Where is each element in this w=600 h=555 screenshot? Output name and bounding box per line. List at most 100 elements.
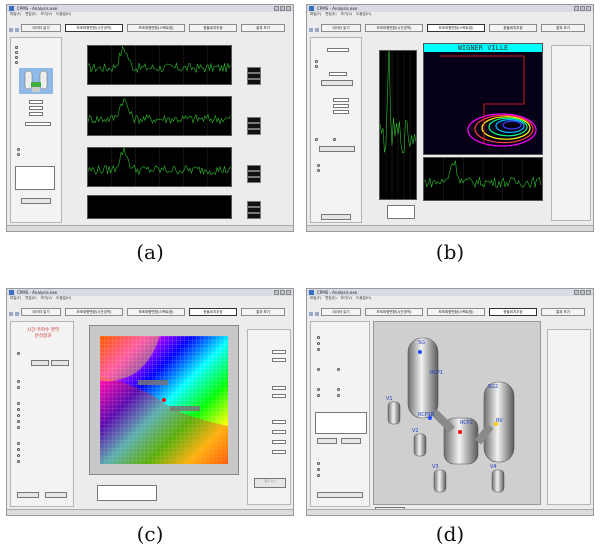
input-field[interactable] — [333, 110, 349, 114]
option-button[interactable] — [321, 80, 353, 86]
open-icon[interactable] — [315, 28, 319, 32]
close-icon[interactable] — [286, 290, 291, 295]
menu-help[interactable]: 도움말(H) — [356, 12, 372, 16]
tab-impact-location[interactable]: 충돌위치추정 — [189, 308, 237, 316]
radio-option[interactable] — [17, 402, 20, 405]
radio-option[interactable] — [337, 368, 340, 371]
radio-option[interactable] — [17, 408, 20, 411]
scale-control[interactable] — [97, 485, 157, 501]
radio-option[interactable] — [317, 462, 320, 465]
radio-option[interactable] — [15, 61, 18, 64]
input-field[interactable] — [29, 112, 43, 116]
input-field[interactable] — [333, 104, 349, 108]
radio-option[interactable] — [17, 380, 20, 383]
tab-waveform-spectrum[interactable]: 보조파형변환(스펙트럼) — [427, 308, 485, 316]
tab-waveform-time[interactable]: 보조파형변환(시간영역) — [65, 24, 123, 32]
radio-option[interactable] — [317, 164, 320, 167]
radio-option[interactable] — [17, 442, 20, 445]
apply-button[interactable] — [21, 198, 51, 204]
minimize-icon[interactable] — [574, 290, 579, 295]
open-icon[interactable] — [15, 312, 19, 316]
menu-file[interactable]: 파일(F) — [10, 12, 22, 16]
input-field[interactable] — [272, 450, 286, 454]
minimize-icon[interactable] — [574, 6, 579, 11]
option-button[interactable] — [317, 438, 337, 444]
menu-file[interactable]: 파일(F) — [310, 12, 322, 16]
maximize-icon[interactable] — [580, 290, 585, 295]
slider-track[interactable] — [25, 122, 51, 126]
menu-help[interactable]: 도움말(H) — [56, 12, 72, 16]
radio-option[interactable] — [17, 448, 20, 451]
radio-option[interactable] — [337, 388, 340, 391]
menu-edit[interactable]: 편집(E) — [25, 12, 37, 16]
radio-option[interactable] — [17, 352, 20, 355]
open-icon[interactable] — [15, 28, 19, 32]
tab-impact-location[interactable]: 충돌위치추정 — [489, 308, 537, 316]
menu-help[interactable]: 도움말(H) — [56, 296, 72, 300]
menu-view[interactable]: 보기(V) — [40, 12, 53, 16]
new-icon[interactable] — [309, 28, 313, 32]
radio-option[interactable] — [15, 51, 18, 54]
input-field[interactable] — [272, 350, 286, 354]
radio-option[interactable] — [17, 426, 20, 429]
menu-view[interactable]: 보기(V) — [340, 296, 353, 300]
maximize-icon[interactable] — [280, 6, 285, 11]
tab-data-read[interactable]: 데이터 읽기 — [321, 24, 361, 32]
radio-option[interactable] — [17, 386, 20, 389]
input-field[interactable] — [272, 358, 286, 362]
tab-results[interactable]: 결과 보기 — [241, 308, 285, 316]
checkbox-group[interactable] — [315, 412, 367, 434]
menu-edit[interactable]: 편집(E) — [25, 296, 37, 300]
tab-results[interactable]: 결과 보기 — [541, 24, 585, 32]
menu-view[interactable]: 보기(V) — [40, 296, 53, 300]
radio-option[interactable] — [337, 394, 340, 397]
input-field[interactable] — [29, 100, 43, 104]
tab-results[interactable]: 결과 보기 — [541, 308, 585, 316]
close-icon[interactable] — [286, 6, 291, 11]
menu-edit[interactable]: 편집(E) — [325, 12, 337, 16]
input-field[interactable] — [272, 386, 286, 390]
input-field[interactable] — [29, 106, 43, 110]
tab-waveform-time[interactable]: 보조파형변환(시간영역) — [365, 308, 423, 316]
input-field[interactable] — [272, 440, 286, 444]
minimize-icon[interactable] — [274, 290, 279, 295]
radio-option[interactable] — [317, 394, 320, 397]
radio-option[interactable] — [15, 46, 18, 49]
menu-help[interactable]: 도움말(H) — [356, 296, 372, 300]
input-field[interactable] — [272, 394, 286, 398]
option-button[interactable] — [51, 360, 69, 366]
new-icon[interactable] — [9, 28, 13, 32]
input-field[interactable] — [327, 48, 349, 52]
tab-waveform-spectrum[interactable]: 보조파형변환(스펙트럼) — [127, 308, 185, 316]
radio-option[interactable] — [17, 148, 20, 151]
input-field[interactable] — [272, 430, 286, 434]
tab-waveform-spectrum[interactable]: 보조파형변환(스펙트럼) — [427, 24, 485, 32]
apply-button[interactable] — [321, 214, 351, 220]
radio-option[interactable] — [17, 153, 20, 156]
display-button[interactable] — [317, 492, 363, 498]
tab-data-read[interactable]: 데이터 읽기 — [21, 24, 61, 32]
tab-impact-location[interactable]: 충돌위치추정 — [489, 24, 537, 32]
close-icon[interactable] — [586, 290, 591, 295]
radio-option[interactable] — [317, 468, 320, 471]
radio-option[interactable] — [317, 348, 320, 351]
menu-file[interactable]: 파일(F) — [310, 296, 322, 300]
close-icon[interactable] — [586, 6, 591, 11]
option-button[interactable] — [31, 360, 49, 366]
new-icon[interactable] — [9, 312, 13, 316]
radio-option[interactable] — [317, 342, 320, 345]
input-field[interactable] — [329, 72, 347, 76]
radio-option[interactable] — [315, 60, 318, 63]
tab-data-read[interactable]: 데이터 읽기 — [321, 308, 361, 316]
tab-data-read[interactable]: 데이터 읽기 — [21, 308, 61, 316]
menu-edit[interactable]: 편집(E) — [325, 296, 337, 300]
radio-option[interactable] — [315, 138, 318, 141]
open-icon[interactable] — [315, 312, 319, 316]
radio-option[interactable] — [317, 474, 320, 477]
radio-option[interactable] — [315, 65, 318, 68]
tab-waveform-time[interactable]: 보조파형변환(시간영역) — [65, 308, 123, 316]
reset-button[interactable] — [45, 492, 67, 498]
radio-option[interactable] — [17, 454, 20, 457]
compute-button[interactable] — [17, 492, 39, 498]
input-field[interactable] — [272, 420, 286, 424]
